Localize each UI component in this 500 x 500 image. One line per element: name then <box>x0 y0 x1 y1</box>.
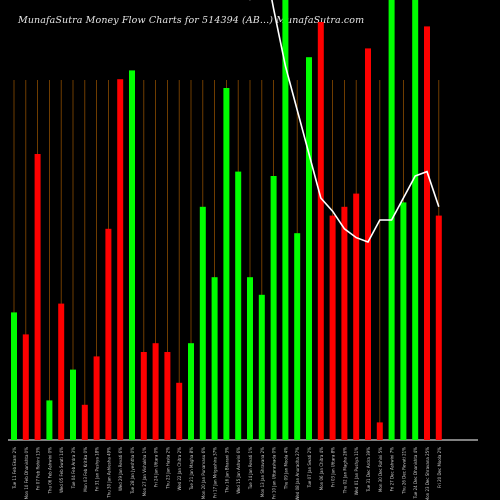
x-tick-label: Thu 26 Dec Revati 21% <box>401 447 406 495</box>
x-tick-label: Wed 05 Feb Swati 14% <box>59 447 64 493</box>
bar <box>199 206 206 440</box>
x-tick-label: Fri 24 Jan Uttara 0% <box>154 447 159 487</box>
bar <box>306 57 312 440</box>
bar <box>258 294 265 440</box>
bar <box>329 215 336 440</box>
x-tick-label: Thu 16 Jan Bharani 3% <box>224 447 229 494</box>
bar <box>424 26 430 441</box>
bar <box>365 48 371 441</box>
money-flow-line-layer <box>249 0 440 243</box>
x-tick-label: Fri 27 Dec Ashwini 7% <box>390 447 395 492</box>
bar <box>435 215 442 440</box>
bar <box>164 352 171 440</box>
x-tick-label: Thu 09 Jan Moola 4% <box>283 447 288 490</box>
grid-lines <box>8 80 478 441</box>
x-tick-label: Tue 14 Jan Revati 1% <box>248 447 253 490</box>
x-tick-label: Wed 01 Jan Pushya 11% <box>354 447 359 495</box>
x-tick-label: Wed 22 Jan Chitra 2% <box>177 447 182 491</box>
x-tick-label: Mon 30 Dec Rohini 5% <box>378 447 383 492</box>
x-tick-label: Wed 08 Jan Anuradha 27% <box>295 447 300 500</box>
bar <box>400 202 407 440</box>
bar <box>270 176 277 440</box>
bar <box>129 70 135 441</box>
x-tick-label: Tue 04 Feb Ardra 3% <box>71 447 76 490</box>
x-tick-label: Fri 03 Jan Uttara 8% <box>331 447 336 487</box>
x-tick-label: Fri 17 Jan Mrigashira 37% <box>213 447 218 498</box>
bar <box>117 79 124 440</box>
x-tick-labels: Tue 11 Feb Ekam 2% Mon 10 Feb Dhanishta 0… <box>12 447 442 500</box>
bar <box>11 312 17 440</box>
x-tick-label: Tue 07 Jan Swati 2% <box>307 447 312 489</box>
bar <box>22 334 29 440</box>
bar <box>376 422 383 440</box>
chart-title: MunafaSutra Money Flow Charts for 514394… <box>18 15 365 26</box>
bar <box>282 0 289 440</box>
x-tick-label: Fri 10 Jan Uttarashada 0% <box>272 447 277 499</box>
bar <box>46 400 53 440</box>
bar <box>58 303 65 440</box>
bar <box>93 356 100 440</box>
x-tick-label: Tue 11 Feb Ekam 2% <box>12 447 17 490</box>
bar <box>81 404 88 440</box>
bar <box>294 233 301 440</box>
bar <box>223 88 230 440</box>
bar <box>412 0 419 440</box>
bar <box>152 343 159 440</box>
x-tick-label: Thu 06 Feb Ashwini 0% <box>47 447 52 495</box>
x-tick-label: Tue 28 Jan Jyeshtha 0% <box>130 447 135 495</box>
bar <box>211 277 218 440</box>
x-tick-label: Fri 07 Feb Rohini 13% <box>36 447 41 490</box>
bar <box>235 171 242 440</box>
x-tick-label: Fri 31 Jan Pushya 18% <box>95 447 100 492</box>
x-tick-label: Mon 23 Dec Shravana 25% <box>425 447 430 500</box>
bars <box>11 0 442 441</box>
bar <box>247 277 253 440</box>
x-tick-label: Mon 20 Jan Punarvasu 6% <box>201 447 206 499</box>
x-tick-label: Fri 20 Dec Moola 2% <box>437 447 442 488</box>
bar <box>176 382 183 440</box>
x-tick-label: Thu 02 Jan Magha 26% <box>342 447 347 494</box>
x-tick-label: Mon 10 Feb Dhanishta 0% <box>24 447 29 500</box>
x-tick-label: Thu 23 Jan Hasta 2% <box>165 447 170 490</box>
bar <box>34 154 41 440</box>
bar <box>341 206 348 440</box>
x-tick-label: Mon 03 Feb Kritika 0% <box>83 447 88 492</box>
bar <box>188 343 194 440</box>
bar <box>317 22 324 440</box>
x-tick-label: Thu 30 Jan Ashlesha 49% <box>106 447 111 499</box>
x-tick-label: Mon 06 Jan Chitra 4% <box>319 447 324 490</box>
x-tick-label: Wed 15 Jan Ashwini 6% <box>236 447 241 494</box>
x-tick-label: Mon 27 Jan Vishakha 1% <box>142 447 147 496</box>
x-tick-label: Tue 31 Dec Ardra 39% <box>366 447 371 493</box>
bar <box>140 352 147 440</box>
x-tick-label: Mon 13 Jan Shravana 2% <box>260 447 265 497</box>
x-tick-label: Tue 21 Jan Magha 8% <box>189 447 194 491</box>
x-tick-label: Tue 24 Dec Dhanishta 4% <box>413 447 418 500</box>
money-flow-line <box>249 0 440 243</box>
x-tick-label: Wed 29 Jan Revati 6% <box>118 447 123 491</box>
bar <box>70 369 76 440</box>
bar <box>353 193 360 440</box>
bar <box>105 228 112 440</box>
